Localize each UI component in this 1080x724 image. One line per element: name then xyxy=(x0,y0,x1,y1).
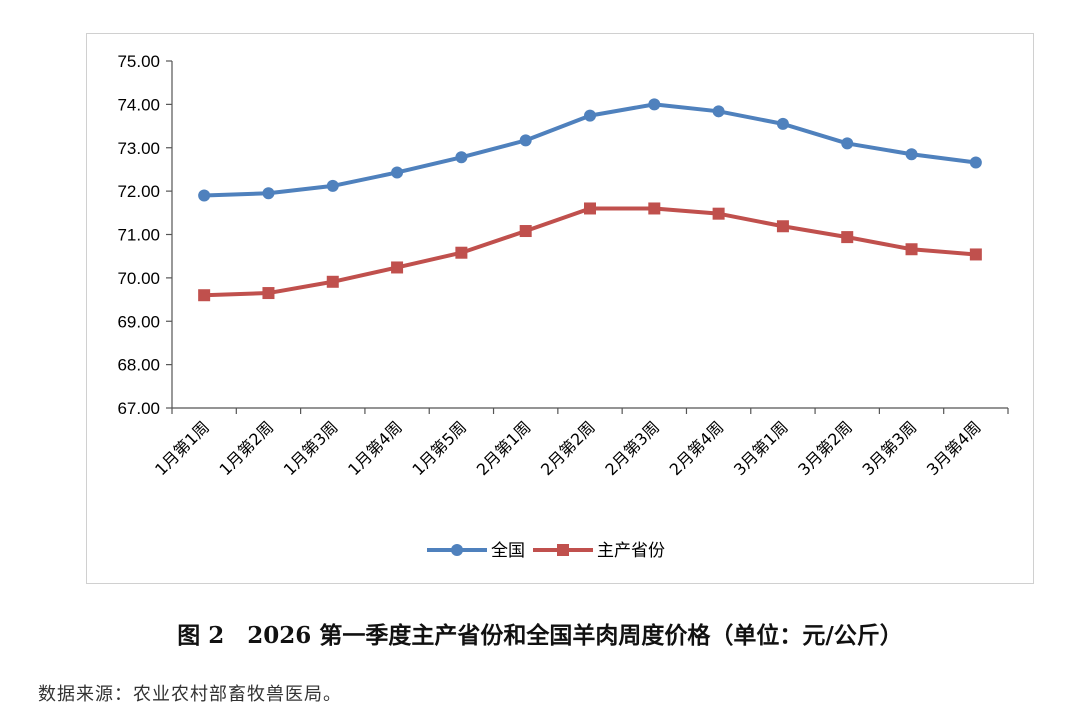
series-line xyxy=(204,206,977,298)
data-point xyxy=(905,148,918,161)
data-point xyxy=(326,275,339,288)
legend: 全国 主产省份 xyxy=(427,541,665,561)
data-point xyxy=(969,156,982,169)
series-group xyxy=(198,98,982,302)
data-point xyxy=(391,261,404,274)
y-tick-label: 68.00 xyxy=(117,356,160,375)
x-category-label: 2月第4周 xyxy=(666,417,728,479)
legend-marker xyxy=(557,544,569,556)
x-category-label: 2月第3周 xyxy=(601,417,663,479)
data-point xyxy=(648,202,661,215)
data-point xyxy=(584,202,596,215)
data-point xyxy=(712,207,725,220)
data-point xyxy=(841,231,854,244)
x-axis: 1月第1周 1月第2周 1月第3周 1月第4周 1月第5周 2月第1周 2月第2周 2月第3周… xyxy=(151,407,1009,479)
y-tick-label: 67.00 xyxy=(117,399,160,418)
data-point xyxy=(648,98,661,111)
data-point xyxy=(198,289,211,302)
data-point xyxy=(198,189,211,202)
y-tick-label: 73.00 xyxy=(117,139,160,158)
y-tick-label: 74.00 xyxy=(117,95,160,114)
series-main-provinces xyxy=(198,202,982,302)
y-tick-label: 69.00 xyxy=(117,312,160,331)
y-tick-label: 75.00 xyxy=(117,52,160,71)
legend-item: 全国 xyxy=(427,541,525,561)
data-point xyxy=(712,105,725,118)
x-category-label: 2月第1周 xyxy=(473,417,535,479)
data-point xyxy=(326,179,339,192)
data-point xyxy=(841,137,854,150)
x-category-label: 2月第2周 xyxy=(537,417,599,479)
data-point xyxy=(519,134,532,147)
x-category-label: 1月第2周 xyxy=(216,417,278,479)
legend-label: 全国 xyxy=(491,541,525,561)
data-point xyxy=(455,246,468,259)
line-chart: 67.00 68.00 69.00 70.00 71.00 72.00 73.00 74.00… xyxy=(117,52,1009,561)
legend-item: 主产省份 xyxy=(533,541,665,561)
x-category-label: 1月第4周 xyxy=(344,417,406,479)
x-category-label: 1月第5周 xyxy=(408,417,470,479)
data-point xyxy=(584,109,596,122)
legend-label: 主产省份 xyxy=(597,541,665,561)
data-point xyxy=(455,151,468,164)
y-axis: 67.00 68.00 69.00 70.00 71.00 72.00 73.00 74.00… xyxy=(117,52,173,418)
y-tick-label: 70.00 xyxy=(117,269,160,288)
y-tick-label: 72.00 xyxy=(117,182,160,201)
data-point xyxy=(969,248,982,261)
legend-marker xyxy=(451,544,463,556)
y-tick-label: 71.00 xyxy=(117,226,160,245)
source-note: 数据来源：农业农村部畜牧兽医局。 xyxy=(38,684,342,705)
data-point xyxy=(776,220,789,233)
data-point xyxy=(391,166,404,179)
chart-frame: 67.00 68.00 69.00 70.00 71.00 72.00 73.00 74.00… xyxy=(86,33,1034,584)
data-point xyxy=(262,187,275,200)
x-category-label: 1月第1周 xyxy=(151,417,213,479)
figure-caption: 图 2 2026 第一季度主产省份和全国羊肉周度价格（单位：元/公斤） xyxy=(177,622,903,649)
data-point xyxy=(905,243,918,256)
x-category-label: 3月第3周 xyxy=(859,417,921,479)
series-national xyxy=(198,98,982,202)
data-point xyxy=(262,287,275,300)
data-point xyxy=(776,117,789,130)
data-point xyxy=(519,225,532,238)
x-category-label: 3月第4周 xyxy=(923,417,985,479)
x-category-label: 3月第1周 xyxy=(730,417,792,479)
x-category-label: 3月第2周 xyxy=(794,417,856,479)
x-category-label: 1月第3周 xyxy=(280,417,342,479)
